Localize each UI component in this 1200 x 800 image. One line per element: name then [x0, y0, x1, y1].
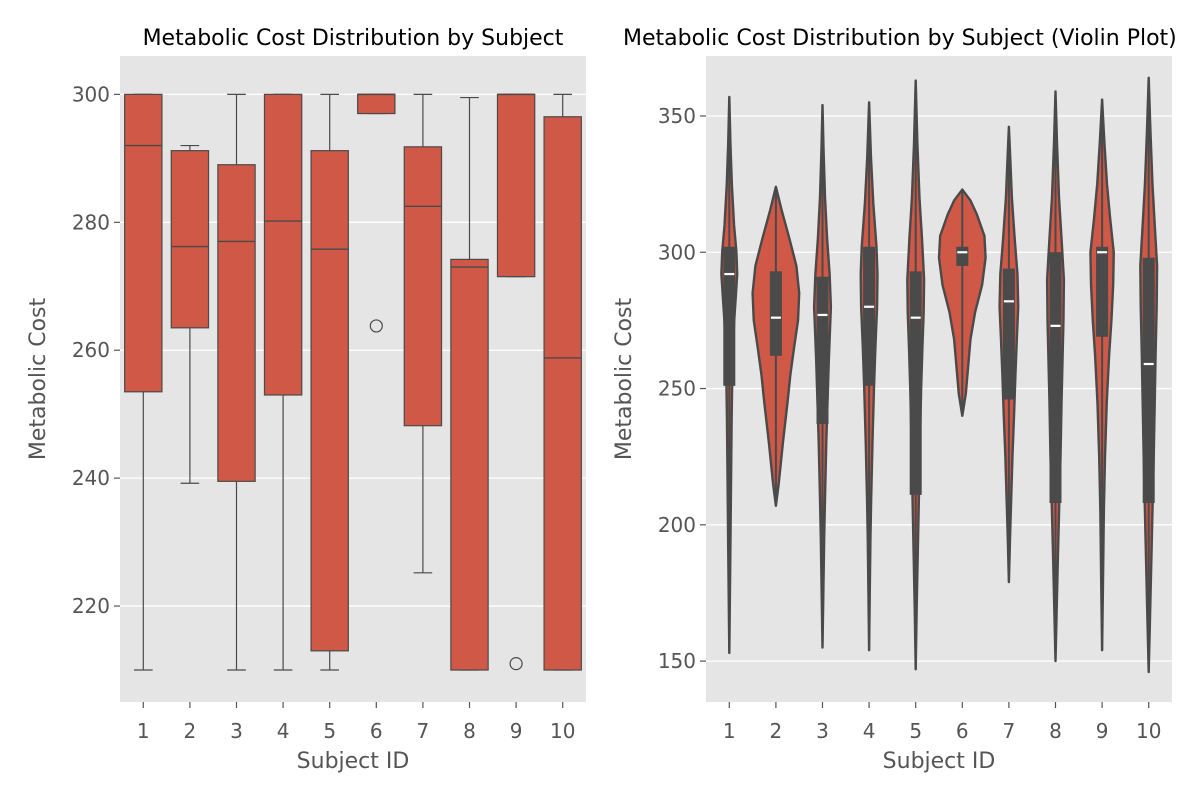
violin-inner-box: [723, 246, 736, 386]
box-subject-6: [357, 93, 396, 333]
violin-plot-y-axis-label: Metabolic Cost: [612, 297, 637, 460]
box-iqr: [496, 93, 536, 278]
violin-x-tick-label: 9: [1096, 719, 1109, 743]
box-y-tick-label: 280: [72, 210, 110, 234]
violin-y-tick-label: 250: [658, 377, 696, 401]
violin-subject-6: [937, 188, 987, 417]
violin-x-tick-label: 8: [1049, 719, 1062, 743]
violin-inner-box: [863, 246, 876, 386]
violin-x-tick-label: 10: [1136, 719, 1161, 743]
box-x-tick-label: 10: [550, 719, 575, 743]
violin-x-tick-label: 2: [770, 719, 783, 743]
box-y-tick-label: 240: [72, 466, 110, 490]
box-iqr: [543, 116, 582, 671]
violin-inner-box: [1096, 246, 1109, 337]
box-iqr: [450, 258, 489, 671]
box-subject-9: [496, 93, 536, 671]
violin-x-tick-label: 6: [956, 719, 969, 743]
box-subject-4: [263, 93, 303, 671]
box-y-tick-label: 260: [72, 338, 110, 362]
violin-inner-box: [1049, 252, 1062, 504]
box-x-tick-label: 7: [417, 719, 430, 743]
violin-x-tick-label: 7: [1003, 719, 1016, 743]
box-x-tick-label: 4: [277, 719, 290, 743]
box-iqr: [310, 150, 349, 652]
violin-y-tick-label: 350: [658, 104, 696, 128]
box-subject-8: [450, 96, 489, 671]
violin-x-tick-label: 3: [816, 719, 829, 743]
violin-inner-box: [1002, 268, 1015, 400]
violin-subject-4: [859, 101, 879, 652]
box-iqr: [124, 93, 163, 393]
box-y-tick-label: 300: [72, 82, 110, 106]
box-y-tick-label: 220: [72, 594, 110, 618]
box-iqr: [217, 164, 256, 482]
violin-plot-x-axis-label: Subject ID: [883, 749, 996, 774]
violin-inner-box: [909, 271, 922, 495]
violin-y-tick-label: 200: [658, 513, 696, 537]
box-iqr: [263, 93, 303, 396]
box-outlier-point: [509, 657, 523, 671]
box-x-tick-label: 5: [323, 719, 336, 743]
violin-plot-chart: 150 200 250 300 350 1 2 3 4 5 6 7 8 9 10 Metabolic Co…: [612, 26, 1177, 774]
box-iqr: [403, 146, 443, 427]
box-plot-y-ticks: 220 240 260 280 300: [72, 82, 120, 618]
violin-subject-2: [751, 185, 801, 507]
violin-subject-9: [1089, 98, 1115, 652]
violin-y-tick-label: 150: [658, 649, 696, 673]
violin-inner-box: [1142, 257, 1155, 504]
box-plot-marks: [124, 93, 582, 671]
box-subject-5: [310, 93, 349, 671]
violin-inner-box: [956, 246, 969, 266]
violin-inner-box: [769, 271, 782, 356]
box-x-tick-label: 2: [184, 719, 197, 743]
violin-subject-3: [812, 103, 833, 649]
violin-subject-5: [906, 79, 926, 671]
violin-y-tick-label: 300: [658, 240, 696, 264]
violin-subject-7: [998, 125, 1020, 584]
violin-x-tick-label: 5: [909, 719, 922, 743]
box-iqr: [357, 93, 396, 115]
box-subject-2: [170, 144, 210, 484]
box-subject-1: [124, 93, 163, 671]
violin-plot-marks: [720, 76, 1159, 674]
violin-x-tick-label: 1: [723, 719, 736, 743]
box-x-tick-label: 6: [370, 719, 383, 743]
violin-subject-8: [1045, 90, 1066, 663]
box-plot-y-axis-label: Metabolic Cost: [26, 297, 51, 460]
box-x-tick-label: 3: [230, 719, 243, 743]
violin-plot-y-ticks: 150 200 250 300 350: [658, 104, 706, 673]
box-iqr: [170, 150, 210, 329]
violin-x-tick-label: 4: [863, 719, 876, 743]
violin-inner-box: [816, 276, 829, 424]
box-outlier-point: [369, 319, 383, 333]
violin-plot-x-ticks: 1 2 3 4 5 6 7 8 9 10: [723, 702, 1161, 743]
box-plot-x-axis-label: Subject ID: [297, 749, 410, 774]
box-x-tick-label: 8: [463, 719, 476, 743]
box-subject-7: [403, 93, 443, 574]
violin-subject-10: [1139, 76, 1159, 674]
box-plot-title: Metabolic Cost Distribution by Subject: [143, 26, 564, 51]
box-x-tick-label: 1: [137, 719, 150, 743]
box-x-tick-label: 9: [510, 719, 523, 743]
box-subject-10: [543, 93, 582, 671]
box-plot-chart: 220 240 260 280 300 1 2 3 4 5 6 7 8 9 10 Metabolic Co…: [26, 26, 586, 774]
box-subject-3: [217, 93, 256, 671]
violin-plot-title: Metabolic Cost Distribution by Subject (…: [623, 26, 1177, 51]
violin-subject-1: [720, 95, 739, 655]
box-plot-x-ticks: 1 2 3 4 5 6 7 8 9 10: [137, 702, 575, 743]
